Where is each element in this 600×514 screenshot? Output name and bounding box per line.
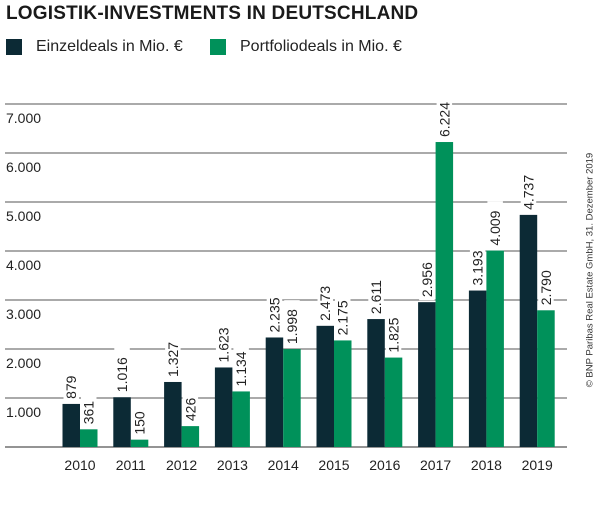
bar-portfoliodeals [181,426,200,447]
source-note: © BNP Paribas Real Estate GmbH, 31. Deze… [584,152,596,388]
bar-einzeldeals [519,214,538,447]
x-tick-label: 2014 [268,457,299,473]
data-label: 2.790 [538,270,554,305]
data-label-bg [469,241,486,289]
bar-portfoliodeals [435,142,454,448]
x-tick-label: 2016 [369,457,400,473]
x-tick-label: 2011 [116,457,146,473]
data-label: 426 [182,398,198,422]
legend-label: Portfoliodeals in Mio. € [240,38,402,55]
bar-portfoliodeals [334,340,352,447]
bar-einzeldeals [164,381,182,447]
data-label: 361 [81,401,97,425]
data-label-bg [520,165,537,213]
y-tick-label: 6.000 [6,159,41,175]
bar-portfoliodeals [486,250,504,447]
bar-portfoliodeals [232,391,250,447]
data-label-bg [63,371,79,402]
bar-einzeldeals [62,403,80,447]
data-label: 1.327 [165,342,181,377]
data-label-bg [114,348,130,396]
bar-portfoliodeals [283,349,301,447]
y-tick-label: 4.000 [6,257,41,273]
data-label: 2.175 [335,300,351,335]
legend-item-einzeldeals: Einzeldeals in Mio. € [6,38,183,56]
data-label-bg [538,261,554,309]
data-label: 3.193 [470,250,486,285]
chart-title: LOGISTIK-INVESTMENTS IN DEUTSCHLAND [6,3,419,24]
data-label: 4.737 [520,175,536,210]
bar-einzeldeals [214,367,233,447]
bar-einzeldeals [418,302,436,447]
x-tick-label: 2017 [420,457,451,473]
x-tick-label: 2012 [166,457,197,473]
data-label: 2.235 [266,297,282,332]
data-label-bg [266,288,283,336]
data-label: 4.009 [487,210,503,245]
data-label: 2.956 [419,262,435,297]
bar-portfoliodeals [384,357,403,447]
legend-item-portfoliodeals: Portfoliodeals in Mio. € [210,38,402,56]
bar-einzeldeals [367,319,385,447]
data-label: 1.016 [114,357,130,392]
data-label: 1.825 [386,317,402,352]
legend-swatch [6,39,22,55]
data-label: 150 [132,411,148,435]
y-tick-label: 2.000 [6,355,41,371]
x-tick-label: 2018 [471,457,502,473]
x-tick-label: 2010 [64,457,95,473]
y-tick-label: 5.000 [6,208,41,224]
legend-swatch [210,39,226,55]
data-label-bg [215,318,232,366]
data-label-bg [81,396,97,428]
bar-einzeldeals [316,325,334,447]
x-tick-label: 2015 [318,457,349,473]
data-label: 879 [63,375,79,399]
bar-einzeldeals [113,397,131,447]
data-label-bg [487,201,503,249]
data-label-bg [317,276,333,324]
bar-einzeldeals [265,337,284,447]
bar-einzeldeals [468,290,487,447]
data-label: 1.134 [233,351,249,386]
data-label-bg [284,300,300,348]
data-label: 2.473 [317,286,333,321]
data-label: 1.623 [216,327,232,362]
data-label-bg [436,93,453,141]
bar-portfoliodeals [537,310,555,447]
x-tick-label: 2019 [522,457,553,473]
y-tick-label: 7.000 [6,110,41,126]
data-label-bg [131,407,148,438]
data-label-bg [182,393,199,425]
data-label-bg [385,308,402,356]
legend-label: Einzeldeals in Mio. € [36,38,183,55]
data-label-bg [165,332,181,380]
data-label-bg [419,253,435,301]
x-tick-label: 2013 [217,457,248,473]
data-label-bg [368,270,384,318]
data-label: 1.998 [284,309,300,344]
y-tick-label: 1.000 [6,404,41,420]
bar-portfoliodeals [80,429,98,447]
data-label-bg [335,291,351,339]
data-label: 6.224 [436,102,452,137]
data-label-bg [233,342,249,390]
data-label: 2.611 [368,280,384,314]
bar-portfoliodeals [130,439,149,447]
y-tick-label: 3.000 [6,306,41,322]
